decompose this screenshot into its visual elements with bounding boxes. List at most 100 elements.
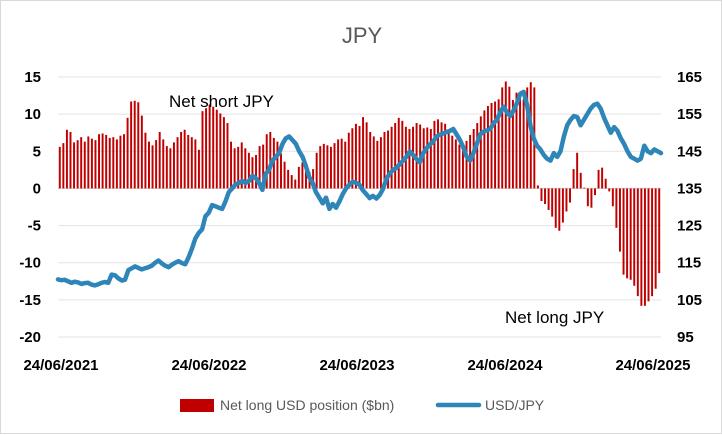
bar-167 <box>654 188 657 289</box>
bar-83 <box>354 123 357 189</box>
bar-9 <box>90 138 93 189</box>
bar-89 <box>376 140 379 189</box>
bar-146 <box>579 172 582 189</box>
bar-90 <box>379 137 382 189</box>
bar-68 <box>301 162 304 189</box>
bar-78 <box>337 139 340 189</box>
bar-126 <box>508 86 511 189</box>
bar-134 <box>536 185 539 189</box>
bar-39 <box>197 149 200 189</box>
bar-137 <box>547 188 550 210</box>
bar-119 <box>483 110 486 189</box>
bar-116 <box>472 129 475 189</box>
y-right-tick-0: 165 <box>677 69 702 86</box>
grid-lines <box>58 76 661 338</box>
bar-141 <box>561 188 564 223</box>
bar-93 <box>390 126 393 189</box>
bar-139 <box>554 188 557 228</box>
bar-43 <box>212 106 215 189</box>
bar-148 <box>586 188 589 207</box>
y-left-tick-1: 10 <box>24 106 41 123</box>
y-left-tick-5: -10 <box>19 255 41 272</box>
bar-159 <box>626 188 629 279</box>
bar-123 <box>497 99 500 189</box>
bar-98 <box>408 129 411 189</box>
legend-label-bars: Net long USD position ($bn) <box>220 397 394 413</box>
bar-74 <box>322 143 325 189</box>
bar-166 <box>651 188 654 297</box>
bar-38 <box>194 139 197 189</box>
bar-72 <box>315 152 318 189</box>
bar-8 <box>87 136 90 189</box>
bar-35 <box>183 129 186 189</box>
bar-165 <box>647 188 650 302</box>
bar-105 <box>433 120 436 189</box>
bar-51 <box>240 142 243 189</box>
bar-42 <box>208 104 211 189</box>
bar-58 <box>265 134 268 189</box>
bar-18 <box>123 134 125 189</box>
bar-111 <box>454 139 457 189</box>
bar-109 <box>447 131 450 189</box>
bar-145 <box>576 152 579 189</box>
bar-41 <box>205 108 208 189</box>
y-right-tick-1: 155 <box>677 106 702 123</box>
bar-79 <box>340 138 343 189</box>
bar-121 <box>490 103 493 189</box>
legend-label-line: USD/JPY <box>485 397 545 413</box>
x-tick-4: 24/06/2025 <box>615 357 690 374</box>
bar-32 <box>172 142 175 189</box>
bar-128 <box>515 92 518 189</box>
bar-158 <box>622 188 625 275</box>
bar-31 <box>169 148 172 189</box>
bar-112 <box>458 144 461 189</box>
bar-80 <box>344 141 347 189</box>
bar-19 <box>126 117 129 189</box>
bar-117 <box>476 123 479 189</box>
y-left-tick-7: -20 <box>19 329 41 346</box>
bar-138 <box>551 188 554 217</box>
bar-136 <box>544 188 547 205</box>
bar-91 <box>383 131 386 189</box>
bar-33 <box>176 137 179 189</box>
bar-155 <box>611 188 614 207</box>
bar-157 <box>618 188 621 252</box>
y-left-tick-2: 5 <box>33 143 41 160</box>
bar-104 <box>429 129 432 189</box>
bar-85 <box>362 117 365 189</box>
y-right-tick-3: 135 <box>677 180 702 197</box>
bar-122 <box>494 101 497 189</box>
bar-10 <box>94 140 97 189</box>
bar-94 <box>394 123 397 189</box>
bar-75 <box>326 145 329 189</box>
bar-61 <box>276 141 279 189</box>
bar-106 <box>437 119 439 189</box>
bar-4 <box>73 142 76 189</box>
bar-144 <box>572 169 575 189</box>
bar-23 <box>140 115 143 189</box>
bar-142 <box>565 188 568 212</box>
bar-125 <box>504 81 507 189</box>
bar-56 <box>258 146 261 189</box>
bar-63 <box>283 161 286 189</box>
bar-120 <box>486 105 489 189</box>
legend-swatch-bars <box>180 399 214 412</box>
bar-107 <box>440 122 443 189</box>
bar-76 <box>329 146 332 189</box>
bar-1 <box>62 143 65 189</box>
y-axis-right-ticks: 165 155 145 135 125 115 105 95 <box>677 69 702 346</box>
bar-44 <box>215 109 218 189</box>
bar-164 <box>643 188 646 306</box>
legend: Net long USD position ($bn) USD/JPY <box>180 397 545 413</box>
bar-64 <box>287 169 290 189</box>
bar-25 <box>148 141 150 189</box>
bar-14 <box>108 137 111 189</box>
bar-118 <box>479 116 482 189</box>
bar-67 <box>297 166 300 189</box>
bar-17 <box>119 135 122 189</box>
bar-66 <box>294 179 297 189</box>
bar-55 <box>255 155 258 189</box>
bar-46 <box>222 117 225 189</box>
x-axis-ticks: 24/06/2021 24/06/2022 24/06/2023 24/06/2024… <box>23 357 690 374</box>
